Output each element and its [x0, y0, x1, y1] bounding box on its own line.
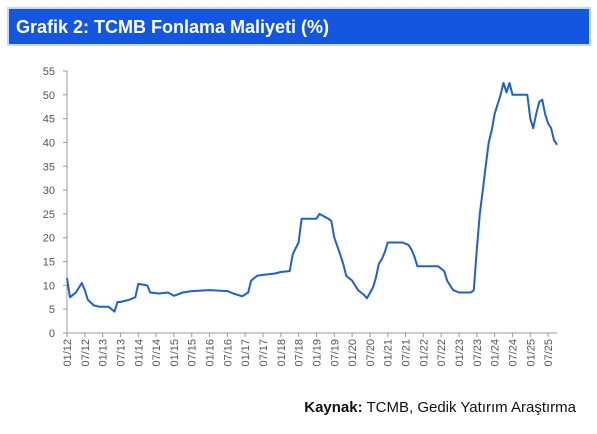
x-tick-label: 01/21 [383, 339, 395, 367]
x-tick-label: 07/17 [258, 339, 270, 367]
x-tick-label: 01/18 [276, 339, 288, 367]
y-tick-label: 10 [43, 280, 55, 292]
y-tick-label: 40 [43, 137, 55, 149]
x-tick-label: 01/24 [490, 339, 502, 367]
x-tick-label: 01/17 [240, 339, 252, 367]
y-tick-label: 15 [43, 257, 55, 269]
x-tick-label: 07/19 [329, 339, 341, 367]
x-tick-label: 01/14 [133, 339, 145, 367]
x-tick-label: 07/24 [507, 339, 519, 367]
y-tick-label: 5 [49, 304, 55, 316]
x-tick-label: 01/12 [62, 339, 74, 367]
y-tick-label: 30 [43, 185, 55, 197]
x-tick-label: 07/20 [365, 339, 377, 367]
x-tick-label: 01/19 [311, 339, 323, 367]
x-tick-label: 01/22 [418, 339, 430, 367]
x-tick-label: 01/15 [169, 339, 181, 367]
x-tick-label: 07/23 [472, 339, 484, 367]
y-tick-label: 20 [43, 233, 55, 245]
y-tick-label: 50 [43, 90, 55, 102]
source-label: Kaynak: [304, 399, 362, 416]
line-series [66, 81, 558, 313]
x-tick-label: 07/21 [401, 339, 413, 367]
y-tick-label: 45 [43, 114, 55, 126]
x-tick-label: 07/25 [543, 339, 555, 367]
x-tick-label: 07/15 [187, 339, 199, 367]
x-tick-label: 07/14 [151, 339, 163, 367]
y-tick-label: 25 [43, 209, 55, 221]
x-tick-label: 01/25 [525, 339, 537, 367]
x-tick-label: 07/16 [222, 339, 234, 367]
x-tick-label: 07/18 [294, 339, 306, 367]
y-tick-label: 35 [43, 161, 55, 173]
x-tick-label: 07/12 [80, 339, 92, 367]
header-bar [7, 7, 591, 46]
source-text: TCMB, Gedik Yatırım Araştırma [367, 399, 577, 416]
y-tick-label: 55 [43, 66, 55, 78]
x-tick-label: 07/22 [436, 339, 448, 367]
x-tick-label: 01/20 [347, 339, 359, 367]
x-tick-label: 07/13 [115, 339, 127, 367]
x-tick-label: 01/13 [98, 339, 110, 367]
x-tick-label: 01/23 [454, 339, 466, 367]
x-tick-label: 01/16 [205, 339, 217, 367]
chart-title: Grafik 2: TCMB Fonlama Maliyeti (%) [16, 17, 329, 37]
source: Kaynak: TCMB, Gedik Yatırım Araştırma [304, 399, 576, 416]
y-tick-label: 0 [49, 328, 55, 340]
